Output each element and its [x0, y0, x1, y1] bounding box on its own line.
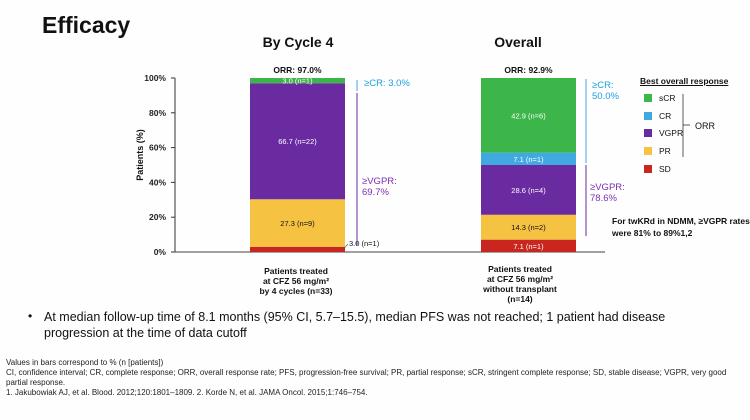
annotation-cr-cycle4: ≥CR: 3.0%: [364, 78, 410, 89]
orr-label: ORR: 97.0%: [273, 65, 322, 75]
legend-item-pr: PR: [644, 146, 671, 156]
annotation-vgpr-cycle4: ≥VGPR: 69.7%: [362, 176, 397, 198]
y-axis-label: Patients (%): [135, 129, 145, 181]
bar-segment-vgpr: [481, 165, 576, 215]
bar-segment-pr: [481, 214, 576, 240]
bar-data-label: 7.1 (n=1): [513, 155, 544, 164]
bar-segment-scr: [250, 78, 345, 84]
bar-segment-sd: [250, 246, 345, 252]
y-tick-label: 40%: [149, 177, 166, 187]
legend-label: VGPR: [659, 128, 684, 138]
legend-label: SD: [659, 164, 671, 174]
y-tick-label: 60%: [149, 143, 166, 153]
bar-data-label: 42.9 (n=6): [511, 111, 546, 120]
category-line: by 4 cycles (n=33): [259, 286, 333, 296]
legend-swatch-sd: [644, 165, 652, 173]
legend: Best overall response sCR CR VGPR PR SD: [640, 76, 750, 174]
bullet-dot-icon: •: [28, 309, 33, 323]
legend-label: PR: [659, 146, 671, 156]
bar-segment-vgpr: [250, 83, 345, 200]
category-line: without transplant: [483, 284, 557, 294]
footnote: 1. Jakubowiak AJ, et al. Blood. 2012;120…: [6, 388, 368, 397]
legend-item-scr: sCR: [644, 93, 676, 103]
category-line: Patients treated: [264, 266, 328, 276]
bar-segment-scr: [481, 78, 576, 153]
orr-brace-label: ORR: [695, 121, 715, 131]
panel-title-cycle4: By Cycle 4: [262, 34, 334, 50]
bar-data-label: 14.3 (n=2): [511, 223, 546, 232]
legend-swatch-scr: [644, 94, 652, 102]
bar-data-label: 27.3 (n=9): [280, 219, 315, 228]
stacked-bar-chart: 0% 20% 40% 60% 80% 100% 3.0 (n=1) 27.3 (n=9) 66.…: [144, 65, 690, 257]
legend-item-sd: SD: [644, 164, 671, 174]
category-line: Patients treated: [488, 264, 552, 274]
y-tick-label: 0%: [154, 247, 167, 257]
footnote: Values in bars correspond to % (n [patie…: [6, 358, 164, 367]
footnote: CI, confidence interval; CR, complete re…: [6, 368, 727, 387]
bar-data-label: 28.6 (n=4): [511, 186, 546, 195]
bar-data-label: 7.1 (n=1): [513, 242, 544, 251]
slide-title: Efficacy: [42, 12, 131, 38]
twkrd-note: For twKRd in NDMM, ≥VGPR rates were 81% …: [612, 216, 750, 238]
legend-swatch-vgpr: [644, 129, 652, 137]
category-label-cycle4: Patients treated at CFZ 56 mg/m² by 4 cy…: [242, 266, 350, 296]
y-tick-label: 20%: [149, 212, 166, 222]
category-line: at CFZ 56 mg/m²: [486, 274, 554, 284]
bar-data-label: 3.0 (n=1): [282, 77, 313, 86]
legend-label: sCR: [659, 93, 676, 103]
bar-segment-pr: [250, 199, 345, 247]
legend-item-vgpr: VGPR: [644, 128, 683, 138]
bar-data-label: 3.0 (n=1): [349, 239, 380, 248]
bar-data-label: 66.7 (n=22): [278, 137, 317, 146]
category-line: at CFZ 56 mg/m²: [262, 276, 330, 286]
category-line: (n=14): [507, 294, 533, 304]
panel-title-overall: Overall: [494, 34, 542, 50]
legend-swatch-cr: [644, 112, 652, 120]
y-tick-label: 80%: [149, 108, 166, 118]
legend-label: CR: [659, 111, 672, 121]
legend-title: Best overall response: [640, 76, 729, 86]
y-tick-label: 100%: [144, 73, 166, 83]
footnotes: Values in bars correspond to % (n [patie…: [6, 358, 746, 398]
annotation-vgpr-overall: ≥VGPR: 78.6%: [590, 182, 625, 204]
bullet-text: At median follow-up time of 8.1 months (…: [44, 310, 666, 340]
orr-label: ORR: 92.9%: [504, 65, 553, 75]
bar-segment-cr: [481, 152, 576, 165]
annotation-cr-overall: ≥CR: 50.0%: [592, 80, 619, 102]
legend-swatch-pr: [644, 147, 652, 155]
category-label-overall: Patients treated at CFZ 56 mg/m² without…: [466, 264, 574, 304]
legend-item-cr: CR: [644, 111, 671, 121]
bar-segment-sd: [481, 239, 576, 252]
leader-line: [342, 243, 349, 250]
